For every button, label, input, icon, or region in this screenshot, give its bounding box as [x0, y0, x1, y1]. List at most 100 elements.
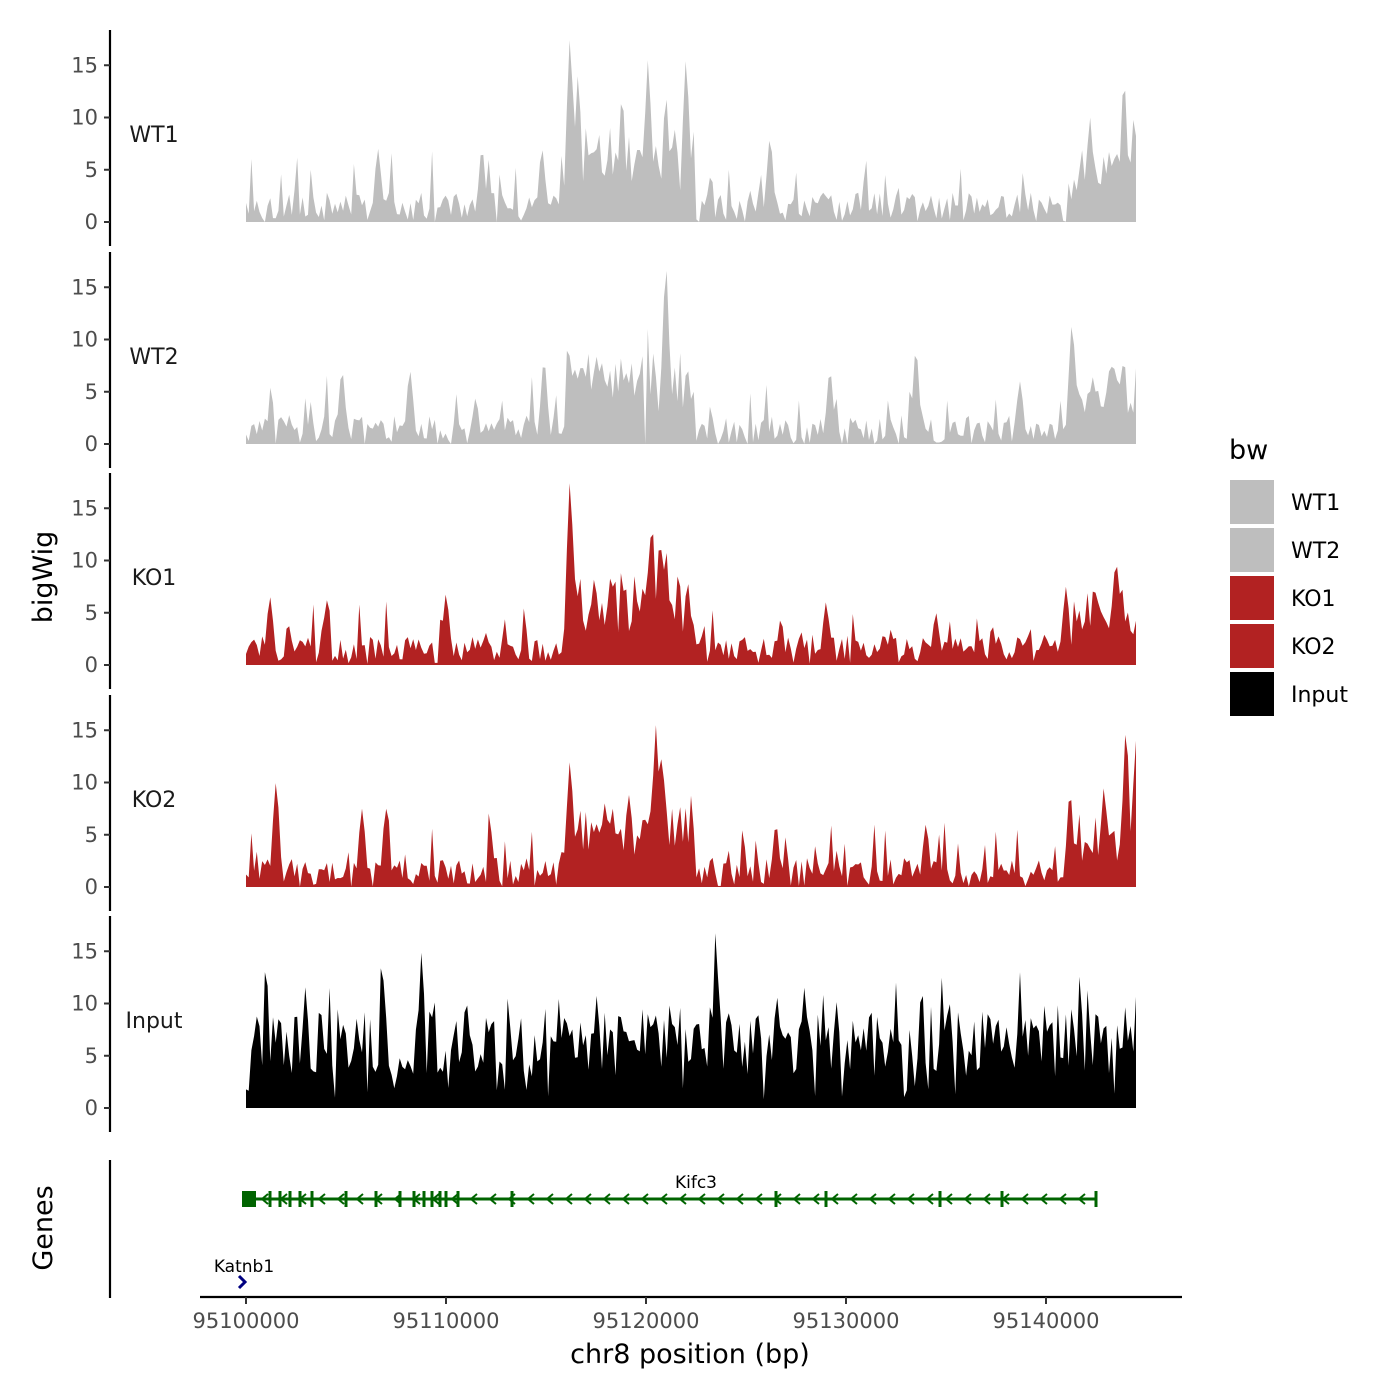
track-label: Input: [126, 1009, 183, 1034]
y-tick-label: 5: [85, 601, 98, 625]
legend-swatch: [1230, 480, 1274, 524]
track-label: WT2: [129, 345, 178, 370]
strand-arrow: [773, 1193, 782, 1205]
genes-axis-title: Genes: [28, 1185, 59, 1270]
strand-arrow: [811, 1193, 820, 1205]
strand-arrow: [982, 1193, 991, 1205]
gene-exon: [422, 1191, 426, 1207]
gene-exon: [398, 1191, 402, 1207]
x-tick-label: 95140000: [993, 1309, 1100, 1333]
strand-arrow: [488, 1193, 497, 1205]
strand-arrow: [849, 1193, 858, 1205]
strand-arrow: [887, 1193, 896, 1205]
legend-item-ko1: KO1: [1230, 576, 1336, 620]
strand-arrow: [678, 1193, 687, 1205]
legend-label: KO1: [1291, 587, 1336, 612]
gene-exon: [438, 1191, 442, 1207]
x-axis: 95100000 95110000 95120000 95130000 95140000: [193, 1295, 1182, 1333]
strand-arrow: [963, 1193, 972, 1205]
genes-panel: Kifc3 Katnb1: [108, 1160, 1098, 1298]
y-tick-label: 0: [85, 432, 98, 456]
strand-arrow: [868, 1193, 877, 1205]
legend-label: WT1: [1291, 491, 1340, 516]
strand-arrow: [754, 1193, 763, 1205]
signal-area-ko1: [246, 483, 1136, 665]
strand-arrow: [450, 1193, 459, 1205]
y-tick-label: 0: [85, 210, 98, 234]
gene-exon: [444, 1191, 448, 1207]
strand-arrow: [355, 1193, 364, 1205]
legend-label: Input: [1291, 683, 1348, 708]
y-tick-label: 15: [71, 53, 98, 77]
y-tick-label: 10: [71, 328, 98, 352]
x-tick-label: 95100000: [193, 1309, 300, 1333]
strand-arrow: [697, 1193, 706, 1205]
signal-area-ko2: [246, 725, 1136, 887]
legend-title: bw: [1229, 435, 1268, 466]
strand-arrow: [260, 1193, 269, 1205]
strand-arrow: [393, 1193, 402, 1205]
legend: bw WT1 WT2 KO1 KO2 Input: [1229, 435, 1348, 716]
track-ko1: 0 5 10 15 KO1: [71, 473, 1136, 689]
legend-swatch: [1230, 528, 1274, 572]
strand-arrow: [830, 1193, 839, 1205]
y-tick-label: 15: [71, 496, 98, 520]
strand-arrow: [469, 1193, 478, 1205]
gene-exon: [938, 1191, 942, 1207]
gene-exon: [288, 1191, 292, 1207]
strand-arrow: [659, 1193, 668, 1205]
x-axis-title: chr8 position (bp): [570, 1339, 810, 1370]
strand-arrow: [944, 1193, 953, 1205]
legend-label: WT2: [1291, 539, 1340, 564]
y-tick-label: 0: [85, 653, 98, 677]
legend-entries: WT1 WT2 KO1 KO2 Input: [1230, 480, 1348, 716]
y-tick-label: 0: [85, 875, 98, 899]
legend-label: KO2: [1291, 635, 1336, 660]
legend-item-wt2: WT2: [1230, 528, 1340, 572]
y-tick-label: 10: [71, 992, 98, 1016]
strand-arrow: [336, 1193, 345, 1205]
strand-arrow: [640, 1193, 649, 1205]
signal-area-input: [246, 933, 1136, 1108]
y-tick-label: 15: [71, 275, 98, 299]
gene-exon: [242, 1191, 256, 1207]
y-tick-label: 5: [85, 380, 98, 404]
legend-swatch: [1230, 624, 1274, 668]
y-tick-label: 15: [71, 939, 98, 963]
strand-arrow: [545, 1193, 554, 1205]
y-tick-label: 0: [85, 1096, 98, 1120]
strand-arrow: [925, 1193, 934, 1205]
legend-item-input: Input: [1230, 672, 1348, 716]
y-tick-label: 10: [71, 771, 98, 795]
track-label: KO2: [132, 788, 177, 813]
strand-arrow: [1001, 1193, 1010, 1205]
track-label: KO1: [132, 566, 177, 591]
strand-arrow: [1020, 1193, 1029, 1205]
y-tick-label: 15: [71, 718, 98, 742]
strand-arrow: [298, 1193, 307, 1205]
strand-arrow: [792, 1193, 801, 1205]
y-tick-label: 10: [71, 106, 98, 130]
strand-arrow: [431, 1193, 440, 1205]
y-tick-label: 10: [71, 549, 98, 573]
strand-arrow: [374, 1193, 383, 1205]
gene-exon: [824, 1191, 828, 1207]
gene-exon: [1094, 1191, 1098, 1207]
strand-arrow: [716, 1193, 725, 1205]
strand-arrow: [906, 1193, 915, 1205]
strand-arrow: [564, 1193, 573, 1205]
track-wt2: 0 5 10 15 WT2: [71, 252, 1136, 468]
x-tick-label: 95110000: [393, 1309, 500, 1333]
legend-item-wt1: WT1: [1230, 480, 1340, 524]
y-tick-label: 5: [85, 823, 98, 847]
gene-label: Kifc3: [675, 1173, 717, 1193]
strand-arrow: [526, 1193, 535, 1205]
gene-exon: [344, 1191, 348, 1207]
y-tick-label: 5: [85, 1044, 98, 1068]
gene-exon: [510, 1191, 514, 1207]
gene-exon: [268, 1191, 272, 1207]
track-wt1: 0 5 10 15 WT1: [71, 30, 1136, 246]
track-ko2: 0 5 10 15 KO2: [71, 695, 1136, 911]
gene-exon: [310, 1191, 314, 1207]
